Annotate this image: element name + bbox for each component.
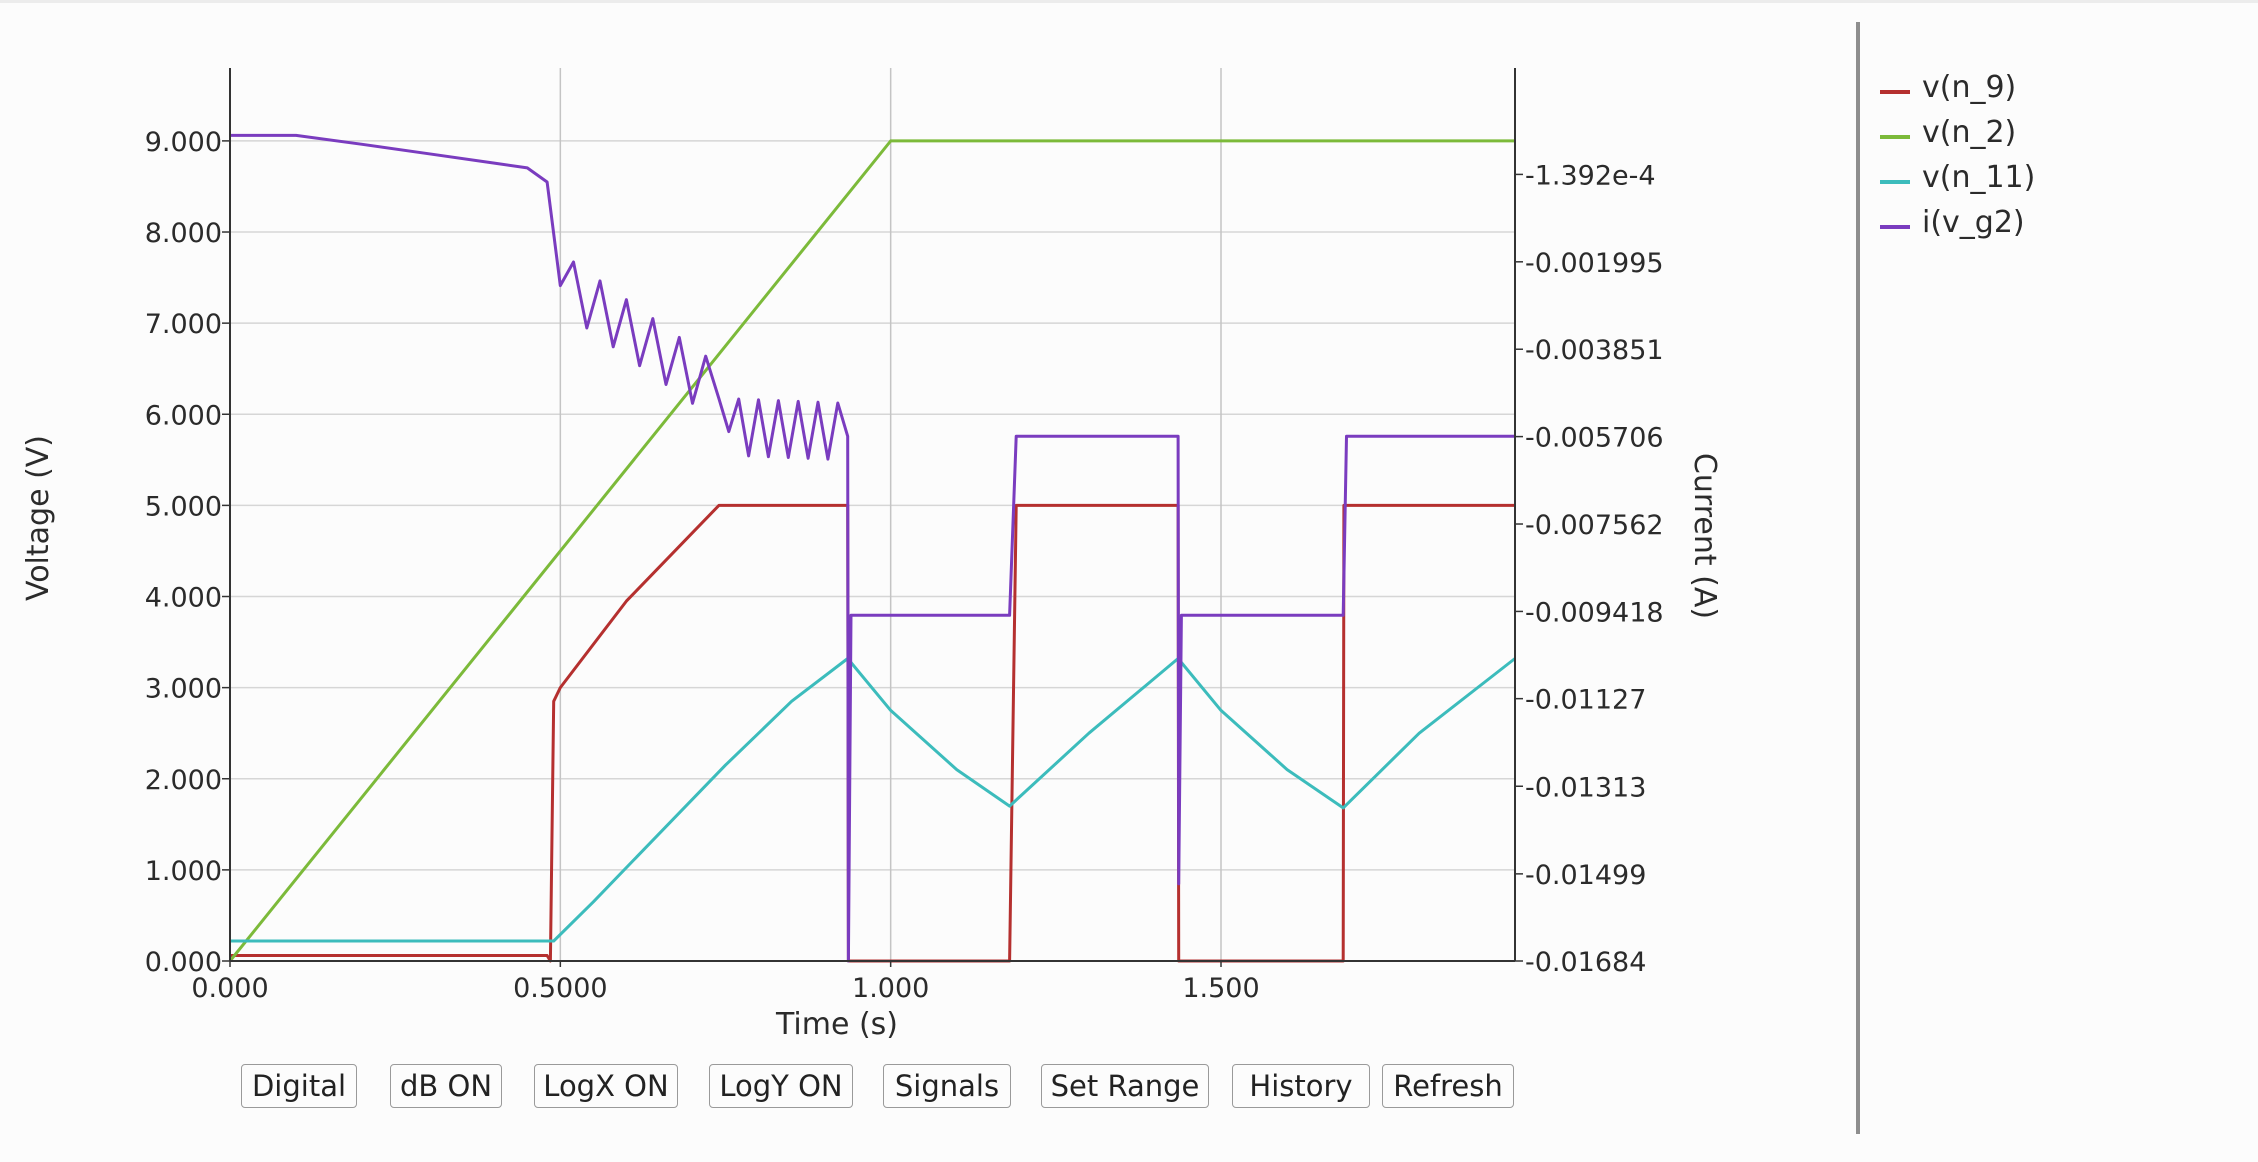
- digital-button[interactable]: Digital: [241, 1064, 357, 1108]
- legend-label: v(n_11): [1922, 160, 2036, 195]
- legend-label: v(n_9): [1922, 70, 2017, 105]
- x-tick-label: 1.000: [852, 973, 929, 1004]
- history-button[interactable]: History: [1232, 1064, 1370, 1108]
- legend-swatch: [1880, 225, 1910, 229]
- top-border: [0, 0, 2258, 3]
- y-tick-label: 9.000: [145, 127, 222, 158]
- y-tick-label: 2.000: [145, 765, 222, 796]
- y-tick-label: 0.000: [145, 947, 222, 978]
- series-line-v-n-11-[interactable]: [230, 657, 1516, 943]
- y-tick-label: 3.000: [145, 674, 222, 705]
- y-tick-label: 4.000: [145, 583, 222, 614]
- y2-tick-label: -0.009418: [1525, 597, 1664, 628]
- y2-tick-label: -0.01499: [1525, 860, 1646, 891]
- logx-toggle-button[interactable]: LogX ON: [534, 1064, 678, 1108]
- axes: 0.000 1.000 2.000 3.000 4.000 5.000 6.000 7.000…: [145, 68, 1664, 1004]
- y-axis-label: Voltage (V): [21, 435, 56, 601]
- legend-swatch: [1880, 180, 1910, 184]
- panel-divider[interactable]: [1856, 22, 1860, 1134]
- legend-swatch: [1880, 90, 1910, 94]
- y2-tick-label: -1.392e-4: [1525, 160, 1656, 191]
- set-range-button[interactable]: Set Range: [1041, 1064, 1209, 1108]
- y2-tick-label: -0.01684: [1525, 947, 1646, 978]
- refresh-button[interactable]: Refresh: [1382, 1064, 1514, 1108]
- y2-tick-label: -0.01127: [1525, 685, 1646, 716]
- grid: [230, 68, 1515, 962]
- signals-button[interactable]: Signals: [883, 1064, 1011, 1108]
- series-line-v-n-9-[interactable]: [230, 503, 1515, 963]
- y-tick-label: 6.000: [145, 400, 222, 431]
- y-tick-label: 1.000: [145, 856, 222, 887]
- y2-tick-label: -0.003851: [1525, 335, 1664, 366]
- series-line-i-v-g2-[interactable]: [230, 133, 1515, 963]
- series-layer: [228, 133, 1516, 963]
- legend-swatch: [1880, 135, 1910, 139]
- db-toggle-button[interactable]: dB ON: [390, 1064, 502, 1108]
- x-axis-label: Time (s): [775, 1007, 898, 1042]
- y-tick-label: 5.000: [145, 491, 222, 522]
- x-tick-label: 0.000: [191, 973, 268, 1004]
- x-tick-label: 1.500: [1182, 973, 1259, 1004]
- y2-tick-label: -0.005706: [1525, 423, 1664, 454]
- y-tick-label: 8.000: [145, 218, 222, 249]
- logy-toggle-button[interactable]: LogY ON: [709, 1064, 853, 1108]
- x-tick-label: 0.5000: [513, 973, 607, 1004]
- legend-label: v(n_2): [1922, 115, 2017, 150]
- y2-axis-label: Current (A): [1687, 453, 1722, 619]
- series-line-v-n-2-[interactable]: [228, 139, 1515, 962]
- legend-label: i(v_g2): [1922, 205, 2025, 240]
- y2-tick-label: -0.01313: [1525, 772, 1646, 803]
- y2-tick-label: -0.007562: [1525, 510, 1664, 541]
- y-tick-label: 7.000: [145, 309, 222, 340]
- y2-tick-label: -0.001995: [1525, 248, 1664, 279]
